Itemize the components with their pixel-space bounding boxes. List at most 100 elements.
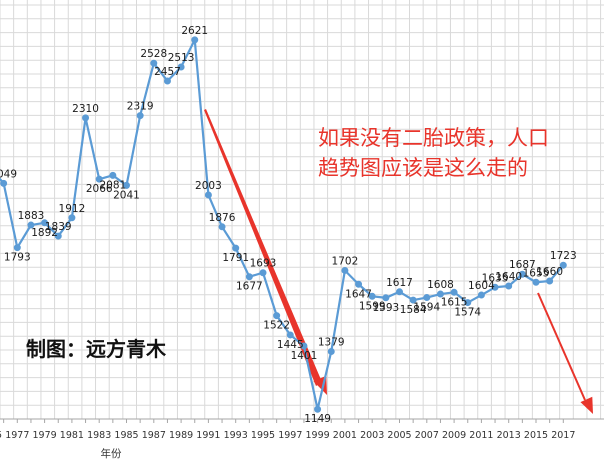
data-labels: 1320491793188318921839191223102066208120…	[0, 25, 577, 425]
x-tick-label: 2011	[469, 430, 493, 441]
data-point	[423, 294, 431, 302]
data-label: 1640	[495, 271, 522, 283]
arrow-2-shaft	[537, 292, 586, 401]
arrow-1-shaft	[204, 109, 322, 386]
data-point	[450, 288, 458, 296]
data-label: 1593	[372, 302, 399, 314]
data-point	[218, 223, 226, 231]
data-point	[355, 280, 363, 288]
x-tick-label: 2009	[442, 430, 466, 441]
data-label: 1723	[550, 250, 577, 262]
x-tick-label: 2001	[333, 430, 357, 441]
data-point	[464, 299, 472, 307]
data-label: 2081	[99, 179, 126, 191]
data-point	[177, 63, 185, 71]
data-label: 1876	[209, 212, 236, 224]
data-label: 1445	[277, 339, 304, 351]
x-tick-label: 2013	[497, 430, 521, 441]
data-label: 2066	[86, 183, 113, 195]
x-tick-label: 2005	[387, 430, 411, 441]
data-point	[518, 270, 526, 278]
data-label: 1604	[468, 280, 495, 292]
data-point	[27, 221, 35, 229]
x-tick-label: 1989	[169, 430, 193, 441]
data-point	[123, 181, 130, 189]
data-point	[491, 283, 499, 291]
data-label: 2621	[181, 25, 208, 37]
data-point	[150, 59, 158, 67]
data-point	[191, 36, 199, 44]
x-axis	[0, 418, 604, 423]
x-tick-label: 2017	[551, 430, 575, 441]
annotation-line-2: 趋势图应该是这么走的	[318, 156, 528, 180]
data-point	[314, 405, 322, 413]
data-label: 1839	[45, 221, 72, 233]
data-label: 1149	[304, 413, 331, 425]
data-label: 1401	[291, 350, 318, 362]
data-point	[382, 294, 390, 302]
data-label: 2041	[113, 189, 140, 201]
data-label: 1594	[413, 302, 440, 314]
data-label: 1687	[509, 259, 536, 271]
x-tick-label: 1983	[87, 430, 111, 441]
data-point	[436, 290, 444, 298]
x-tick-label: 1991	[196, 430, 220, 441]
data-point	[341, 266, 349, 274]
data-label: 1793	[4, 252, 31, 264]
data-point	[532, 278, 540, 286]
data-point	[273, 312, 281, 320]
x-axis-title: 年份	[101, 447, 122, 460]
x-tick-label: 1997	[278, 430, 302, 441]
data-label: 1693	[250, 258, 277, 270]
data-label: 2310	[72, 103, 99, 115]
x-tick-label: 1977	[5, 430, 29, 441]
data-point	[245, 273, 253, 281]
chart-credit: 制图：远方青木	[26, 337, 166, 361]
data-point	[396, 288, 403, 296]
data-label: 1912	[59, 203, 86, 215]
chart-grid	[0, 0, 604, 420]
data-point	[163, 77, 171, 85]
data-label: 1660	[536, 266, 563, 278]
data-label: 1791	[222, 252, 249, 264]
x-tick-label: 2007	[415, 430, 439, 441]
x-tick-label: 1995	[251, 430, 275, 441]
x-tick-label: 1975	[0, 430, 2, 441]
data-point	[41, 219, 49, 227]
annotation-line-1: 如果没有二胎政策，人口	[318, 126, 549, 150]
data-label: 1379	[318, 337, 345, 349]
data-point	[95, 175, 103, 183]
x-tick-label: 1981	[60, 430, 84, 441]
data-label: 1702	[332, 255, 359, 267]
data-label: 1635	[482, 272, 509, 284]
data-point	[68, 214, 76, 222]
arrow-2-head	[580, 396, 593, 414]
data-label: 2513	[168, 52, 195, 64]
data-point	[0, 179, 8, 187]
data-point	[327, 348, 335, 356]
data-point	[82, 114, 90, 122]
x-tick-label: 1985	[114, 430, 138, 441]
x-tick-label: 1979	[33, 430, 57, 441]
data-point	[368, 292, 376, 300]
x-tick-label: 2015	[524, 430, 548, 441]
data-point	[505, 282, 513, 290]
data-label: 1615	[441, 296, 468, 308]
data-point	[109, 171, 117, 179]
x-tick-label: 1993	[224, 430, 248, 441]
data-point	[13, 244, 21, 252]
x-tick-label: 2003	[360, 430, 384, 441]
data-point	[559, 261, 567, 269]
data-point	[300, 342, 308, 350]
data-label: 1599	[359, 300, 386, 312]
x-tick-label: 1999	[306, 430, 330, 441]
data-label: 1617	[386, 277, 413, 289]
data-label: 2319	[127, 101, 154, 113]
data-label: 1574	[454, 307, 481, 319]
x-tick-label: 1987	[142, 430, 166, 441]
data-label: 2049	[0, 168, 17, 180]
data-label: 1522	[263, 320, 290, 332]
data-point	[259, 269, 267, 277]
data-point	[286, 331, 294, 339]
